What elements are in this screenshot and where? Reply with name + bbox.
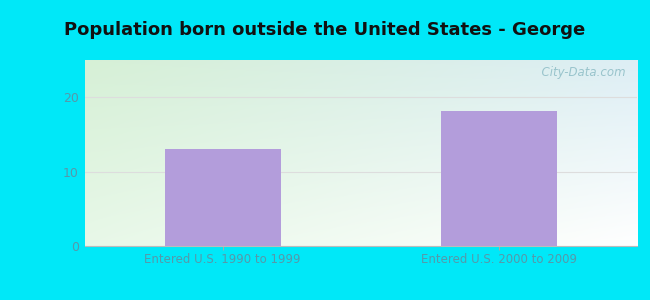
Text: City-Data.com: City-Data.com — [534, 66, 626, 79]
Text: Population born outside the United States - George: Population born outside the United State… — [64, 21, 586, 39]
Bar — [164, 149, 281, 246]
Bar — [441, 111, 557, 246]
